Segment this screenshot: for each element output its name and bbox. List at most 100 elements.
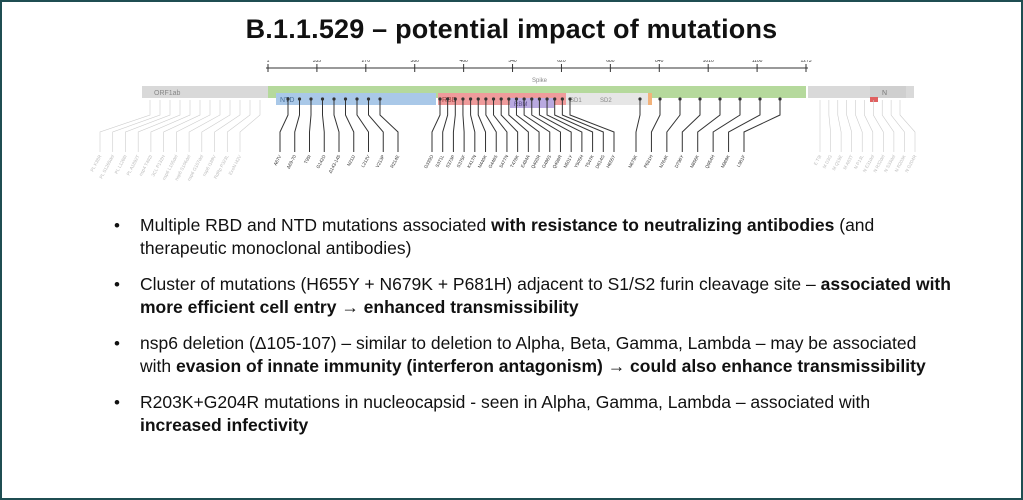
- finding-text: R203K+G204R mutations in nucleocapsid - …: [140, 392, 871, 412]
- mutation-label: V213P: [375, 154, 386, 169]
- mutation-label: G446S: [487, 154, 498, 169]
- mutation-marker: [355, 97, 359, 101]
- finding-item: • nsp6 deletion (Δ105-107) – similar to d…: [112, 332, 952, 378]
- ruler-tick-label: 380: [411, 60, 420, 64]
- mutation-label: G142D: [315, 154, 327, 170]
- sd2-domain: [596, 93, 650, 105]
- finding-emphasis: with resistance to neutralizing antibodi…: [491, 215, 835, 235]
- mutation-label: S373P: [445, 154, 456, 169]
- mutation-stem: [538, 100, 572, 152]
- sd1-label: SD1: [570, 98, 582, 104]
- bullet-marker: •: [114, 393, 120, 412]
- mutation-label: N969K: [720, 153, 731, 169]
- mutation-stem: [214, 100, 241, 152]
- mutation-label: Y505H: [573, 154, 584, 169]
- mutation-stem: [442, 100, 449, 152]
- mutation-stem: [546, 100, 583, 152]
- mutation-stem: [239, 100, 261, 152]
- mutation-stem: [356, 100, 369, 152]
- mutation-label: Δ143-145: [328, 154, 342, 174]
- ruler-tick-label: 540: [508, 60, 517, 64]
- mutation-stem: [431, 100, 441, 152]
- mutation-label: N679K: [627, 153, 638, 169]
- mutation-marker: [446, 97, 450, 101]
- mutation-stem: [485, 100, 497, 152]
- mutation-stem: [333, 100, 340, 152]
- bullet-marker: •: [114, 275, 120, 294]
- ruler-tick-label: 1100: [752, 60, 763, 64]
- finding-text: (and therapeutic monoclonal antibodies): [140, 215, 875, 258]
- mutation-label: N211I: [346, 154, 356, 167]
- findings-list: • Multiple RBD and NTD mutations associat…: [112, 214, 952, 450]
- mutation-label: S477N: [498, 154, 509, 169]
- ruler-tick-label: 680: [606, 60, 615, 64]
- mutation-label: P681H: [643, 154, 654, 169]
- mutation-map-diagram: 1 335 270 380 460 540 620 680 840 1010 1100 1273 OR…: [89, 60, 918, 182]
- mutation-marker: [638, 97, 642, 101]
- mutation-stem: [681, 100, 701, 152]
- n-gene-bar: [870, 86, 906, 98]
- mutation-stem: [379, 100, 399, 152]
- mutation-stem: [137, 100, 181, 152]
- mutation-label: L981F: [736, 154, 747, 168]
- mutation-label: ExoN I42V: [228, 153, 243, 176]
- mutation-marker: [514, 97, 519, 101]
- finding-item: • Multiple RBD and NTD mutations associat…: [112, 214, 952, 260]
- finding-emphasis: evasion of innate immunity (interferon a…: [175, 356, 926, 376]
- mutation-stem: [523, 100, 551, 152]
- mutation-label: Q498R: [552, 154, 564, 170]
- mutation-stem: [899, 100, 916, 152]
- mutation-marker: [309, 97, 313, 101]
- mutation-label: E484A: [520, 153, 531, 168]
- mutation-stem: [500, 100, 519, 152]
- mutation-stem: [666, 100, 681, 152]
- mutation-marker: [286, 97, 290, 101]
- mutation-marker: [453, 97, 457, 101]
- mutation-stem: [462, 100, 465, 152]
- n-label: N: [882, 90, 887, 97]
- mutation-stem: [201, 100, 231, 152]
- rbd-label: RBD: [442, 97, 457, 104]
- mutation-marker: [678, 97, 682, 101]
- mutation-stem: [188, 100, 221, 152]
- mutation-label: T95I: [303, 154, 312, 164]
- mutation-label: Δ69-70: [286, 154, 298, 170]
- mutation-marker: [507, 97, 511, 101]
- mutation-stem: [890, 100, 905, 152]
- orf1ab-bar: [142, 86, 268, 98]
- finding-text: Cluster of mutations (H655Y + N679K + P6…: [140, 274, 821, 294]
- mutation-stem: [309, 100, 312, 152]
- mutation-label: N764K: [658, 153, 669, 169]
- mutation-stem: [873, 100, 884, 152]
- mutation-marker: [718, 97, 722, 101]
- mutation-stem: [728, 100, 761, 152]
- mutation-label: N P13L: [853, 154, 865, 170]
- mutation-stem: [569, 100, 615, 152]
- mutation-marker: [545, 97, 549, 101]
- bullet-marker: •: [114, 216, 120, 235]
- ntd-label: NTD: [280, 97, 294, 104]
- mutation-stem: [635, 100, 641, 152]
- mutation-label: R214E: [389, 154, 400, 169]
- mutation-stem: [294, 100, 300, 152]
- finding-emphasis: associated with more efficient cell entr…: [140, 274, 951, 317]
- mutation-stem: [855, 100, 863, 152]
- mutation-label: K417N: [466, 154, 477, 169]
- mutation-stem: [452, 100, 456, 152]
- slide-title: B.1.1.529 – potential impact of mutation…: [245, 14, 778, 44]
- mutation-label: T547K: [584, 153, 595, 168]
- mutation-marker: [522, 97, 526, 101]
- mutation-stem: [279, 100, 289, 152]
- furin-site-marker: [648, 93, 652, 105]
- mutation-stem: [493, 100, 508, 152]
- mutation-label: D796Y: [674, 154, 685, 169]
- mutation-stem: [837, 100, 842, 152]
- mutation-stem: [470, 100, 476, 152]
- bullet-marker: •: [114, 334, 120, 353]
- mutation-stem: [846, 100, 852, 152]
- rbm-label: RBM: [514, 102, 527, 108]
- mutation-label: H655Y: [605, 154, 616, 169]
- mutation-stem: [322, 100, 325, 152]
